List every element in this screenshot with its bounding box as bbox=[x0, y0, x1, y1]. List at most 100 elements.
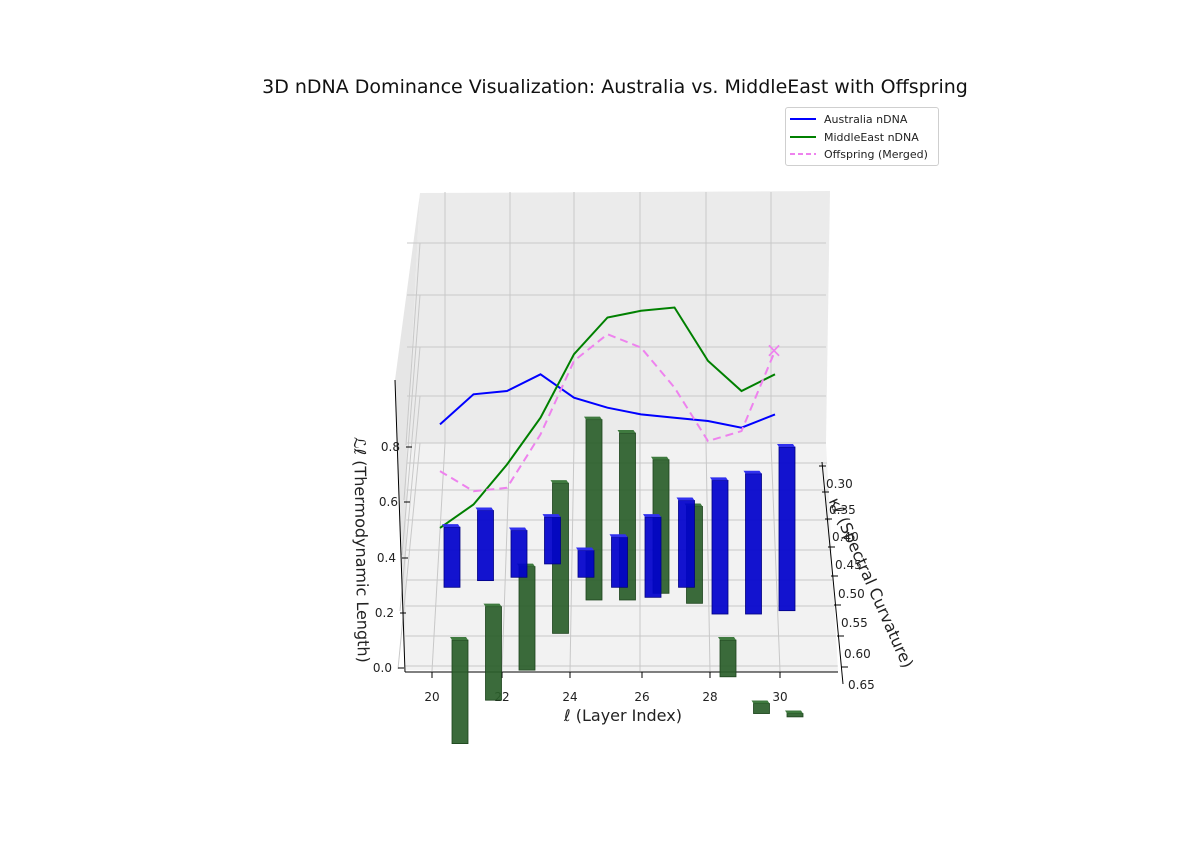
bar-face bbox=[644, 516, 662, 598]
grid-line-floor-x bbox=[705, 442, 711, 672]
z-tick-label: 0.6 bbox=[379, 495, 398, 509]
axis-panes bbox=[395, 191, 838, 672]
bar-top bbox=[509, 527, 527, 531]
legend-swatch-middleeast bbox=[790, 132, 816, 142]
bar-top bbox=[442, 524, 460, 528]
grid-line-floor-x bbox=[501, 442, 511, 672]
bar-top bbox=[777, 444, 795, 448]
grid-line-floor-x bbox=[569, 442, 575, 672]
offspring-end-marker: × bbox=[766, 338, 783, 362]
bar-australia bbox=[777, 444, 796, 612]
z-tick-label: 0.2 bbox=[375, 606, 394, 620]
bar-middleeast bbox=[751, 700, 770, 714]
z-tick-label: 0.0 bbox=[373, 661, 392, 675]
y-tick-label: 0.35 bbox=[829, 503, 856, 517]
bar-middleeast bbox=[785, 710, 804, 718]
legend-item-middleeast: MiddleEast nDNA bbox=[790, 128, 919, 146]
bar-top bbox=[584, 416, 602, 420]
x-tick-label: 28 bbox=[702, 690, 717, 704]
bar-top bbox=[651, 456, 669, 460]
back-pane bbox=[407, 191, 830, 443]
bar-face bbox=[544, 516, 561, 565]
bar-top bbox=[710, 477, 728, 481]
z-axis-line bbox=[394, 379, 406, 673]
bar-face bbox=[577, 550, 595, 578]
legend-item-offspring: Offspring (Merged) bbox=[790, 145, 928, 163]
bar-face bbox=[611, 536, 628, 588]
z-tick-label: 0.4 bbox=[377, 551, 396, 565]
legend-label-middleeast: MiddleEast nDNA bbox=[824, 130, 919, 144]
grid-line-side bbox=[403, 294, 421, 501]
x-tick-label: 30 bbox=[772, 690, 787, 704]
bar-top bbox=[676, 497, 695, 501]
x-tick-label: 20 bbox=[424, 690, 439, 704]
bar-australia bbox=[609, 534, 628, 588]
bar-face bbox=[711, 480, 729, 615]
bar-face bbox=[753, 703, 770, 714]
bar-australia bbox=[509, 527, 528, 578]
grid-line-side bbox=[405, 242, 421, 446]
legend-label-offspring: Offspring (Merged) bbox=[824, 147, 928, 161]
bar-top bbox=[718, 637, 736, 641]
y-tick-label: 0.30 bbox=[826, 477, 853, 491]
x-tick-label: 26 bbox=[634, 690, 649, 704]
bar-australia bbox=[442, 524, 461, 588]
bar-australia bbox=[542, 514, 561, 565]
x-tick-label: 24 bbox=[562, 690, 577, 704]
y-tick-label: 0.40 bbox=[832, 530, 859, 544]
z-axis-label: ℒℓ (Thermodynamic Length) bbox=[350, 437, 373, 663]
bar-top bbox=[609, 534, 628, 538]
bar-top bbox=[751, 700, 770, 704]
series-lines: × bbox=[439, 306, 783, 529]
bar-face bbox=[510, 530, 528, 578]
bar-top bbox=[576, 547, 594, 551]
bar-top bbox=[542, 514, 561, 518]
bar-top bbox=[475, 507, 494, 511]
series-line-middleeast bbox=[439, 306, 776, 529]
legend-swatch-offspring bbox=[790, 149, 816, 159]
y-tick-label: 0.65 bbox=[848, 678, 875, 692]
legend-item-australia: Australia nDNA bbox=[790, 110, 907, 128]
bar-top bbox=[743, 470, 762, 474]
chart-title: 3D nDNA Dominance Visualization: Austral… bbox=[262, 76, 968, 98]
bar-middleeast bbox=[517, 563, 536, 671]
axis-lines bbox=[394, 379, 844, 685]
series-line-offspring bbox=[439, 333, 776, 493]
legend-swatch-australia bbox=[790, 114, 816, 124]
bar-australia bbox=[643, 514, 662, 598]
bar-australia bbox=[676, 497, 695, 588]
y-axis-line bbox=[821, 461, 844, 685]
y-axis-label: κℓ (Spectral Curvature) bbox=[825, 495, 917, 671]
bar-top bbox=[785, 710, 803, 714]
bar-face bbox=[443, 526, 461, 588]
bar-face bbox=[451, 639, 469, 744]
y-tick-label: 0.55 bbox=[841, 616, 868, 630]
grid-line-floor-x bbox=[770, 442, 781, 672]
legend-label-australia: Australia nDNA bbox=[824, 112, 908, 126]
bar-australia bbox=[710, 477, 729, 615]
bar-top bbox=[483, 603, 502, 607]
bar-australia bbox=[743, 470, 762, 615]
bar-face bbox=[719, 639, 737, 678]
bar-face bbox=[485, 606, 502, 701]
x-axis-label: ℓ (Layer Index) bbox=[563, 706, 682, 725]
bar-face bbox=[518, 566, 536, 671]
y-tick-label: 0.60 bbox=[844, 647, 871, 661]
bar-face bbox=[678, 500, 695, 588]
bar-face bbox=[778, 446, 796, 612]
grid-line-side bbox=[401, 346, 421, 556]
grid-line-side bbox=[397, 442, 421, 670]
z-tick-label: 0.8 bbox=[381, 440, 400, 454]
y-tick-label: 0.45 bbox=[835, 558, 862, 572]
y-tick-label: 0.50 bbox=[838, 587, 865, 601]
bar-top bbox=[550, 480, 569, 484]
bars bbox=[442, 416, 804, 744]
bar-top bbox=[450, 637, 468, 641]
grid-line-floor-x bbox=[431, 442, 446, 672]
bar-face bbox=[745, 473, 762, 615]
series-line-australia bbox=[439, 373, 776, 429]
bar-top bbox=[643, 514, 661, 518]
bar-top bbox=[617, 429, 636, 433]
legend: Australia nDNA MiddleEast nDNA Offspring… bbox=[785, 107, 939, 166]
